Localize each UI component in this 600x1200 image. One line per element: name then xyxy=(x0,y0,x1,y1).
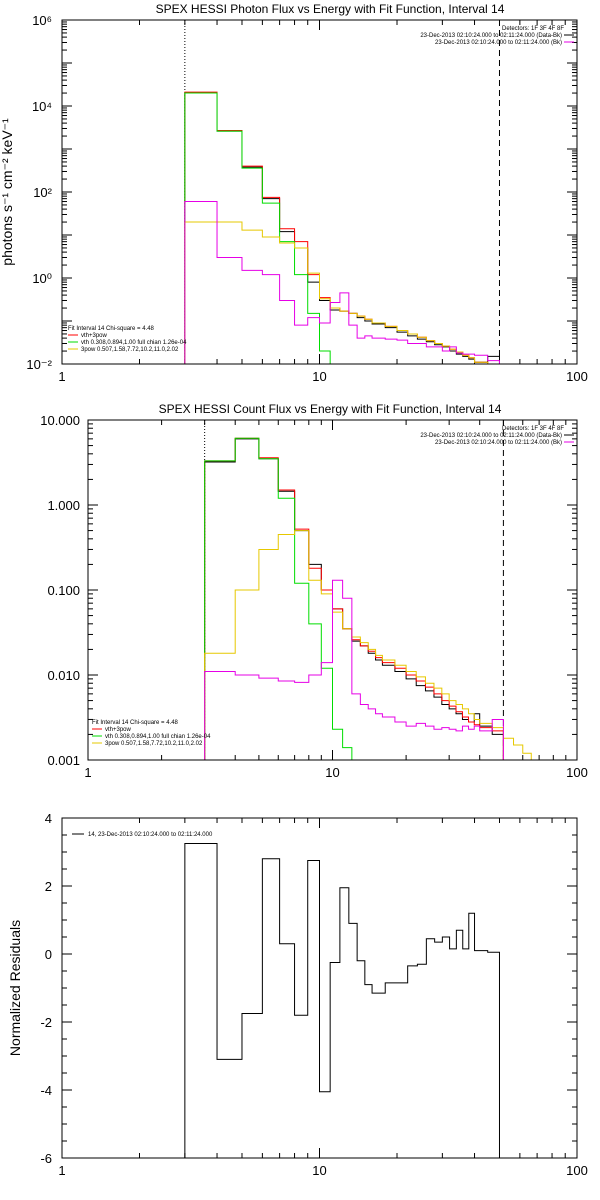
series-3pow-extension-line xyxy=(503,737,540,761)
y-tick-label: 10.000 xyxy=(40,413,80,428)
series-data-line xyxy=(184,92,500,364)
photon-flux-legend-3pow: 3pow 0.507,1.58,7.72,10.2,11.0,2.02 xyxy=(81,347,179,353)
count-flux-legend-vth3pow: vth+3pow xyxy=(105,727,132,733)
y-tick-label: 0.100 xyxy=(47,583,80,598)
photon-flux-legend-header: Detectors: 1F 3F 4F 8F xyxy=(502,26,564,32)
photon-flux-fit-header: Fit Interval 14 Chi-square = 4.48 xyxy=(68,326,155,332)
y-tick-label: 10⁴ xyxy=(32,99,52,114)
count-flux-frame xyxy=(87,419,578,761)
count-flux-legend-data-bk: 23-Dec-2013 02:10:24.000 to 02:11:24.000… xyxy=(420,433,562,439)
y-tick-label: 1.000 xyxy=(47,498,80,513)
x-tick-label: 10 xyxy=(325,765,339,780)
x-tick-label: 100 xyxy=(566,765,588,780)
y-tick-label: 2 xyxy=(45,879,52,894)
count-flux-legend-top-right: Detectors: 1F 3F 4F 8F 23-Dec-2013 02:10… xyxy=(420,426,574,446)
count-flux-legend-bk: 23-Dec-2013 02:10:24.000 to 02:11:24.000… xyxy=(435,440,562,446)
count-flux-legend-header: Detectors: 1F 3F 4F 8F xyxy=(502,426,564,432)
count-flux-title: SPEX HESSI Count Flux vs Energy with Fit… xyxy=(159,402,502,416)
series-3pow-line xyxy=(184,221,500,365)
series-vth-3pow-line xyxy=(204,437,504,760)
count-flux-ticks: 1 10 100 0.001 0.010 0.100 1.000 10.000 xyxy=(40,413,588,780)
series-3pow-line xyxy=(204,530,504,760)
series-bk-line xyxy=(204,579,504,760)
photon-flux-legend-vth: vth 0.308,0.894,1.00 full chian 1.26e-04 xyxy=(81,340,187,346)
y-tick-label: 10⁻² xyxy=(26,357,52,372)
residuals-ylabel: Normalized Residuals xyxy=(7,920,23,1056)
count-flux-fit-header: Fit Interval 14 Chi-square = 4.48 xyxy=(92,720,179,726)
x-tick-label: 10 xyxy=(312,369,326,384)
residuals-legend: 14, 23-Dec-2013 02:10:24.000 to 02:11:24… xyxy=(72,832,213,838)
photon-flux-legend-data-bk: 23-Dec-2013 02:10:24.000 to 02:11:24.000… xyxy=(420,33,562,39)
y-tick-label: -2 xyxy=(40,1015,52,1030)
y-tick-label: -6 xyxy=(40,1151,52,1166)
photon-flux-ylabel: photons s⁻¹ cm⁻² keV⁻¹ xyxy=(0,118,15,266)
x-tick-label: 100 xyxy=(566,369,588,384)
photon-flux-legend-top-right: Detectors: 1F 3F 4F 8F 23-Dec-2013 02:10… xyxy=(420,26,574,46)
series-vth-line xyxy=(184,92,500,365)
y-tick-label: 0 xyxy=(45,947,52,962)
photon-flux-panel: SPEX HESSI Photon Flux vs Energy with Fi… xyxy=(0,2,588,384)
y-tick-label: 10⁰ xyxy=(32,271,52,286)
residuals-ticks: 1 10 100 -6 -4 -2 0 2 4 xyxy=(40,811,587,1178)
photon-flux-legend-vth3pow: vth+3pow xyxy=(81,333,108,339)
y-tick-label: 10² xyxy=(33,185,52,200)
photon-flux-vlines xyxy=(184,20,500,364)
photon-flux-series xyxy=(184,91,538,365)
residuals-legend-label: 14, 23-Dec-2013 02:10:24.000 to 02:11:24… xyxy=(88,832,213,838)
photon-flux-frame xyxy=(61,19,578,365)
series-bk-line xyxy=(184,201,500,364)
series-data-line xyxy=(184,843,500,1158)
residuals-series xyxy=(184,843,500,1158)
series-vth-3pow-line xyxy=(184,91,500,365)
count-flux-legend-3pow: 3pow 0.507,1.58,7.72,10.2,11.0,2.02 xyxy=(105,741,203,747)
y-tick-label: 0.001 xyxy=(47,753,80,768)
residuals-frame xyxy=(61,817,578,1159)
x-tick-label: 1 xyxy=(58,1163,65,1178)
photon-flux-legend-bk: 23-Dec-2013 02:10:24.000 to 02:11:24.000… xyxy=(435,40,562,46)
count-flux-panel: SPEX HESSI Count Flux vs Energy with Fit… xyxy=(40,402,588,780)
residuals-panel: 1 10 100 -6 -4 -2 0 2 4 Normalized Residuals 14,… xyxy=(7,811,588,1178)
photon-flux-ticks: 1 10 100 10⁻² 10⁰ 10² 10⁴ 10⁶ xyxy=(26,13,588,384)
x-tick-label: 1 xyxy=(58,369,65,384)
x-tick-label: 10 xyxy=(312,1163,326,1178)
y-tick-label: 4 xyxy=(45,811,52,826)
count-flux-vlines xyxy=(204,420,504,760)
y-tick-label: 0.010 xyxy=(47,668,80,683)
count-flux-legend-vth: vth 0.308,0.894,1.00 full chian 1.26e-04 xyxy=(105,734,211,740)
count-flux-series xyxy=(204,437,540,761)
photon-flux-legend-bottom-left: Fit Interval 14 Chi-square = 4.48 vth+3p… xyxy=(68,326,187,353)
photon-flux-title: SPEX HESSI Photon Flux vs Energy with Fi… xyxy=(156,2,505,16)
x-tick-label: 1 xyxy=(84,765,91,780)
x-tick-label: 100 xyxy=(566,1163,588,1178)
count-flux-legend-bottom-left: Fit Interval 14 Chi-square = 4.48 vth+3p… xyxy=(92,720,211,747)
y-tick-label: 10⁶ xyxy=(32,13,52,28)
y-tick-label: -4 xyxy=(40,1083,52,1098)
